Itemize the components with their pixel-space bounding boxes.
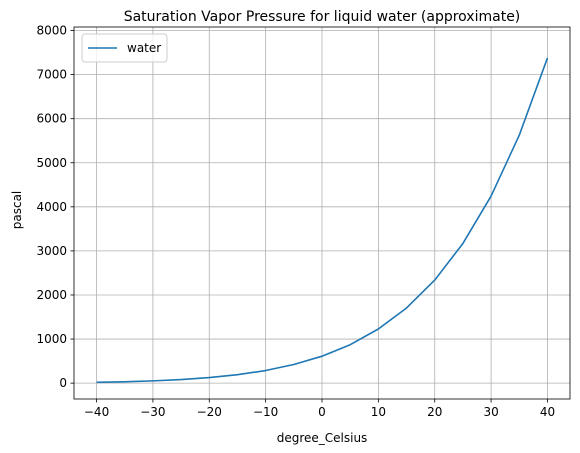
y-tick-label: 2000 xyxy=(36,288,67,302)
legend-box xyxy=(81,33,168,63)
y-tick-label: 4000 xyxy=(36,200,67,214)
x-axis: −40 −30 −20 −10 0 10 20 30 40 xyxy=(84,399,555,419)
x-tick-label: −30 xyxy=(140,405,165,419)
y-tick-label: 1000 xyxy=(36,332,67,346)
x-axis-label: degree_Celsius xyxy=(277,431,368,445)
y-tick-label: 5000 xyxy=(36,156,67,170)
x-tick-label: 40 xyxy=(540,405,555,419)
x-tick-label: 10 xyxy=(371,405,386,419)
chart-title: Saturation Vapor Pressure for liquid wat… xyxy=(124,9,521,25)
x-tick-label: −10 xyxy=(253,405,278,419)
grid xyxy=(74,27,570,399)
y-tick-label: 0 xyxy=(59,376,67,390)
x-tick-label: −40 xyxy=(84,405,109,419)
series-layer xyxy=(96,57,549,384)
legend-label-water: water xyxy=(127,41,161,55)
x-tick-label: −20 xyxy=(197,405,222,419)
y-tick-label: 3000 xyxy=(36,244,67,258)
y-axis: 0 1000 2000 3000 4000 5000 6000 7000 8000 xyxy=(36,24,74,390)
y-tick-label: 8000 xyxy=(36,24,67,38)
y-tick-label: 6000 xyxy=(36,112,67,126)
legend: water xyxy=(81,33,168,63)
x-tick-label: 20 xyxy=(427,405,442,419)
x-tick-label: 0 xyxy=(318,405,326,419)
y-tick-label: 7000 xyxy=(36,68,67,82)
series-line-water xyxy=(96,57,549,384)
x-tick-label: 30 xyxy=(483,405,498,419)
y-axis-label: pascal xyxy=(10,191,24,230)
